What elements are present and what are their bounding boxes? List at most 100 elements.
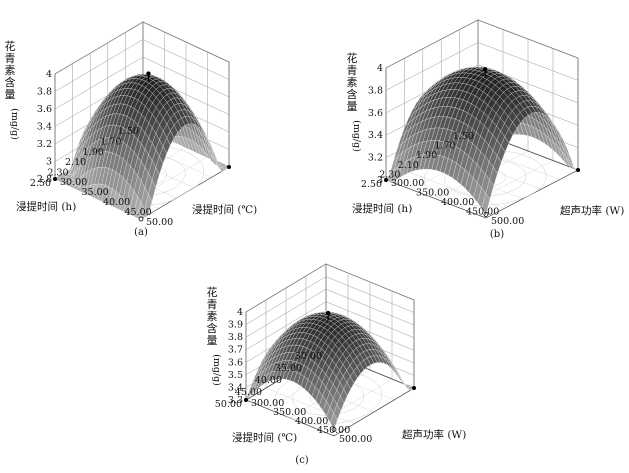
- z-title-char: 素: [5, 64, 16, 77]
- z-tick-label: 3.6: [228, 357, 243, 368]
- y-tick-label: 400.00: [441, 197, 474, 208]
- z-tick-label: 4: [237, 307, 243, 318]
- response-surface: [54, 73, 230, 220]
- design-point: [244, 398, 248, 402]
- z-tick-label: 2.8: [37, 174, 52, 185]
- z-axis-ticks: 3 3.2 3.4 3.6 3.8 4: [368, 63, 383, 186]
- surface-plot-a: 2.8 3 3.2 3.4 3.6 3.8 4 1.501.701.902.102.302.5…: [5, 21, 257, 238]
- z-title-char: 量: [347, 100, 358, 113]
- y-tick-label: 300.00: [391, 178, 424, 189]
- y-tick-label: 450.00: [466, 207, 499, 218]
- z-title-char: 量: [5, 88, 16, 101]
- y-tick-label: 500.00: [491, 216, 524, 227]
- z-tick-label: 3.4: [368, 130, 383, 141]
- z-title-char: 素: [347, 76, 358, 89]
- x-tick-label: 1.70: [434, 141, 455, 152]
- z-gridline: [245, 263, 415, 313]
- panel-label: (b): [490, 229, 504, 240]
- design-point: [53, 177, 57, 181]
- x-axis-title: 浸提时间 (h): [352, 202, 412, 215]
- x-axis-ticks: 1.501.701.902.102.302.50: [30, 126, 139, 189]
- y-tick-label: 450.00: [317, 425, 350, 436]
- x-tick-label: 1.50: [453, 131, 474, 142]
- z-title-char: 量: [207, 334, 218, 347]
- z-tick-label: 3.8: [37, 87, 52, 98]
- x-tick-label: 1.90: [83, 147, 104, 158]
- z-tick-label: 4: [377, 63, 383, 74]
- design-point: [576, 168, 580, 172]
- y-tick-label: 45.00: [125, 207, 152, 218]
- y-tick-label: 500.00: [339, 434, 372, 445]
- z-tick-label: 3.6: [368, 108, 383, 119]
- y-tick-label: 40.00: [103, 197, 130, 208]
- x-tick-label: 35.00: [275, 363, 302, 374]
- x-axis-title: 浸提时间 (h): [16, 200, 76, 213]
- y-tick-label: 30.00: [60, 177, 87, 188]
- z-gridline: [54, 21, 230, 75]
- design-point: [326, 310, 331, 316]
- design-point: [146, 71, 151, 76]
- x-axis-ticks: 1.501.701.902.102.302.50: [361, 131, 474, 190]
- z-tick-label: 3.7: [228, 345, 243, 356]
- z-tick-label: 3.6: [37, 104, 52, 115]
- design-point: [227, 165, 231, 169]
- y-tick-label: 300.00: [251, 398, 284, 409]
- z-tick-label: 3.2: [368, 153, 383, 164]
- z-title-char: 青: [207, 298, 218, 311]
- design-points: [384, 67, 580, 217]
- z-tick-label: 3.4: [37, 122, 52, 133]
- z-tick-label: 3.4: [228, 382, 243, 393]
- design-point: [483, 212, 489, 217]
- z-title-char: 青: [347, 64, 358, 77]
- design-point: [412, 386, 416, 390]
- surface-plot-c: 3.3 3.43.5 3.63.7 3.83.9 4 30.0035.0040.0045.…: [207, 263, 466, 466]
- design-points: [53, 71, 231, 222]
- design-point: [482, 67, 488, 72]
- x-tick-label: 2.50: [361, 179, 382, 190]
- x-tick-label: 45.00: [235, 387, 262, 398]
- contour-line: [423, 150, 547, 206]
- panel-label: (c): [295, 455, 309, 466]
- z-axis-ticks: 3.3 3.43.5 3.63.7 3.83.9 4: [228, 307, 243, 406]
- z-tick-label: 3.2: [37, 139, 52, 150]
- y-axis-title: 超声功率 (W): [402, 428, 466, 441]
- z-tick-label: 3.5: [228, 370, 243, 381]
- x-tick-label: 1.90: [416, 150, 437, 161]
- z-title-char: 含: [207, 321, 218, 335]
- z-unit-label: (mg/g): [211, 354, 222, 386]
- y-axis-title: 超声功率 (W): [560, 204, 624, 217]
- z-axis-ticks: 2.8 3 3.2 3.4 3.6 3.8 4: [37, 69, 52, 185]
- y-tick-label: 400.00: [295, 416, 328, 427]
- z-tick-label: 3.9: [228, 320, 243, 331]
- z-title-char: 花: [207, 286, 218, 299]
- response-surface: [385, 66, 579, 215]
- design-points: [244, 310, 416, 432]
- z-title-char: 含: [347, 87, 358, 101]
- x-tick-label: 2.10: [65, 157, 86, 168]
- response-surface: [245, 311, 415, 430]
- x-tick-label: 1.50: [118, 126, 139, 137]
- z-title-char: 素: [207, 310, 218, 323]
- x-tick-label: 2.50: [30, 178, 51, 189]
- contour-line: [444, 159, 527, 197]
- y-tick-label: 350.00: [273, 407, 306, 418]
- y-tick-label: 350.00: [416, 188, 449, 199]
- design-point: [331, 427, 337, 432]
- z-title-char: 花: [347, 52, 358, 65]
- z-tick-label: 3: [377, 175, 383, 186]
- x-tick-label: 2.10: [398, 160, 419, 171]
- design-point: [138, 216, 144, 222]
- y-tick-label: 35.00: [82, 187, 109, 198]
- z-tick-label: 3.8: [368, 85, 383, 96]
- contour-line: [274, 370, 382, 425]
- z-title-char: 含: [5, 75, 16, 89]
- x-tick-label: 2.30: [379, 169, 400, 180]
- x-axis-title: 浸提时间 (℃): [232, 431, 297, 444]
